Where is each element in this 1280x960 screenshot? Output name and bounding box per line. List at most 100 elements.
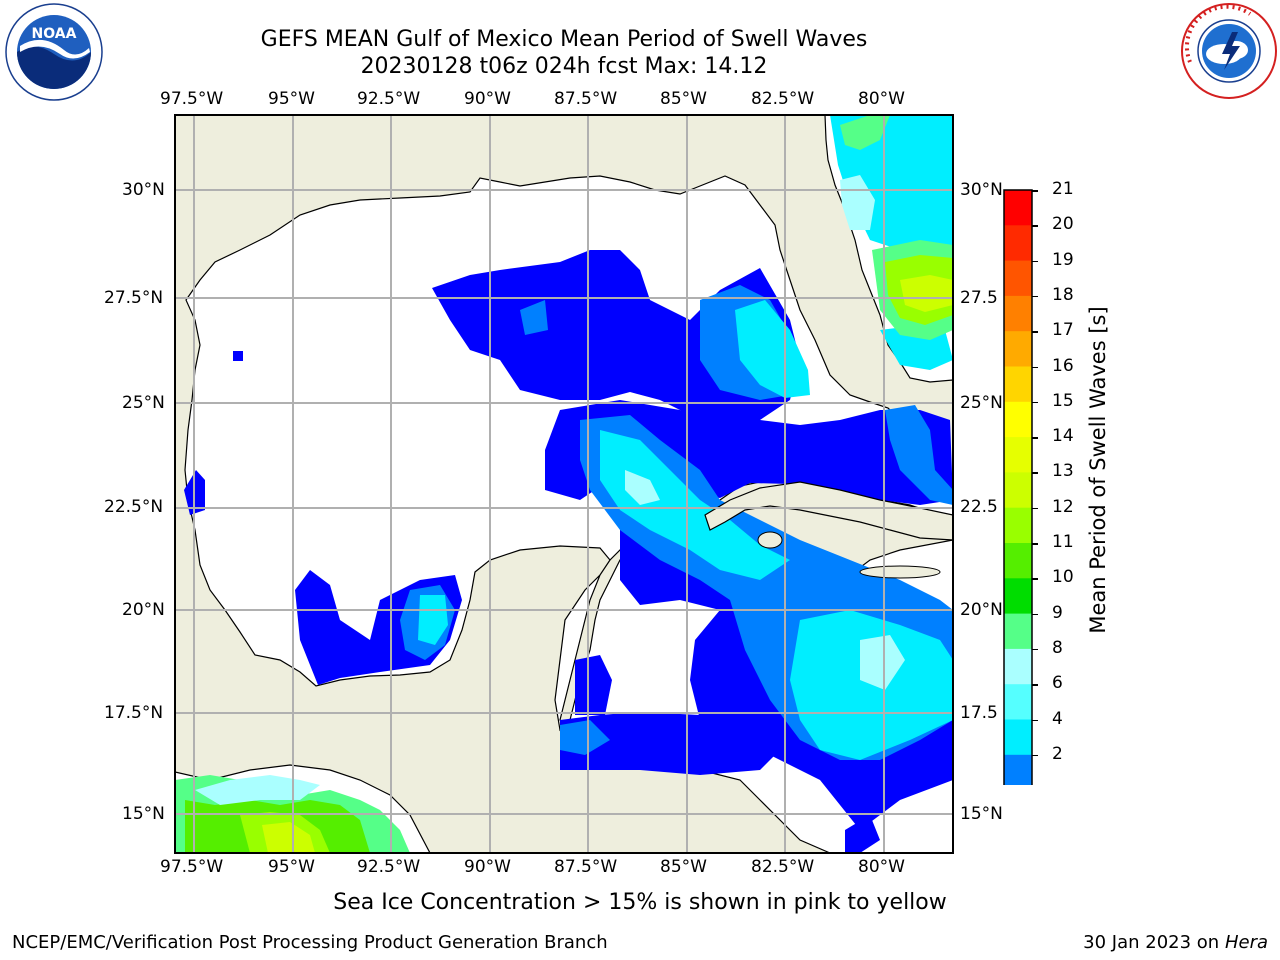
colorbar-tick-mark — [1032, 260, 1038, 263]
lat-label-left: 30°N — [122, 180, 165, 200]
lat-label-left: 27.5°N — [104, 288, 164, 308]
colorbar-tick-label: 12 — [1052, 496, 1074, 517]
lat-label-right: 20°N — [960, 600, 1003, 620]
colorbar-tick-mark — [1032, 684, 1038, 686]
colorbar-tick-mark — [1032, 401, 1038, 404]
lat-label-right: 27.5 — [960, 288, 998, 308]
colorbar-tick-label: 17 — [1052, 320, 1074, 341]
map-grid — [175, 115, 953, 853]
isle-of-youth — [757, 531, 783, 549]
lon-label-bottom: 90°W — [464, 857, 511, 877]
map-frame — [174, 114, 954, 854]
colorbar-tick-mark — [1032, 648, 1038, 651]
colorbar — [1003, 189, 1033, 785]
colorbar-segment — [1004, 190, 1032, 226]
swell-field-6-8s — [418, 115, 953, 760]
colorbar-tick-label: 21 — [1052, 179, 1074, 199]
colorbar-segment — [1004, 331, 1032, 367]
colorbar-tick-mark — [1032, 225, 1038, 227]
colorbar-tick-label: 8 — [1052, 637, 1063, 658]
lon-label-top: 92.5°W — [357, 89, 421, 109]
colorbar-tick-label: 18 — [1052, 284, 1074, 305]
lon-label-top: 90°W — [464, 89, 511, 109]
colorbar-tick-label: 6 — [1052, 673, 1063, 694]
colorbar-tick-mark — [1032, 613, 1038, 616]
lon-label-bottom: 97.5°W — [160, 857, 224, 877]
colorbar-tick-mark — [1032, 366, 1038, 368]
colorbar-segment — [1004, 401, 1032, 438]
colorbar-segment — [1004, 225, 1032, 262]
jamaica-island — [859, 565, 941, 579]
colorbar-segment — [1004, 613, 1032, 650]
footer-host: Hera — [1224, 932, 1268, 953]
colorbar-tick-mark — [1032, 190, 1038, 192]
colorbar-tick-label: 14 — [1052, 426, 1074, 447]
colorbar-tick-mark — [1032, 295, 1038, 298]
colorbar-segment — [1004, 260, 1032, 297]
lat-label-left: 20°N — [122, 600, 165, 620]
lon-label-top: 95°W — [268, 89, 315, 109]
lat-label-right: 25°N — [960, 393, 1003, 413]
colorbar-segment — [1004, 472, 1032, 509]
colorbar-tick-label: 13 — [1052, 461, 1074, 482]
noaa-logo: NOAA — [4, 2, 104, 106]
colorbar-tick-label: 9 — [1052, 602, 1063, 623]
lat-label-left: 22.5°N — [104, 497, 164, 517]
colorbar-segment — [1004, 543, 1032, 579]
colorbar-tick-mark — [1032, 578, 1038, 580]
colorbar-segment — [1004, 719, 1032, 756]
lat-label-right: 30°N — [960, 180, 1003, 200]
footer-date: 30 Jan 2023 on Hera — [1083, 932, 1268, 953]
colorbar-tick-mark — [1032, 331, 1038, 333]
colorbar-tick-label: 4 — [1052, 708, 1063, 729]
colorbar-segment — [1004, 578, 1032, 615]
colorbar-tick-mark — [1032, 543, 1038, 545]
map-title: GEFS MEAN Gulf of Mexico Mean Period of … — [260, 27, 868, 52]
lat-label-right: 15°N — [960, 804, 1003, 824]
lon-label-bottom: 82.5°W — [751, 857, 815, 877]
lon-label-bottom: 92.5°W — [357, 857, 421, 877]
sea-ice-caption: Sea Ice Concentration > 15% is shown in … — [333, 890, 947, 915]
colorbar-tick-label: 20 — [1052, 214, 1074, 235]
lon-label-top: 85°W — [660, 89, 707, 109]
lon-label-top: 87.5°W — [554, 89, 618, 109]
colorbar-segment — [1004, 684, 1032, 720]
colorbar-tick-label: 10 — [1052, 567, 1074, 588]
lat-label-left: 25°N — [122, 393, 165, 413]
colorbar-tick-mark — [1032, 437, 1038, 439]
svg-text:NOAA: NOAA — [32, 26, 77, 42]
nws-logo — [1180, 2, 1278, 104]
colorbar-segment — [1004, 295, 1032, 332]
colorbar-frame — [1003, 189, 1033, 785]
lat-label-left: 17.5°N — [104, 703, 164, 723]
colorbar-segment — [1004, 366, 1032, 403]
colorbar-tick-mark — [1032, 719, 1038, 721]
lon-label-bottom: 87.5°W — [554, 857, 618, 877]
lon-label-bottom: 85°W — [660, 857, 707, 877]
lon-label-top: 80°W — [858, 89, 905, 109]
lat-label-right: 17.5 — [960, 703, 998, 723]
colorbar-segment — [1004, 648, 1032, 685]
lon-label-bottom: 95°W — [268, 857, 315, 877]
cuba-island — [704, 481, 953, 541]
colorbar-tick-label: 2 — [1052, 743, 1063, 764]
colorbar-tick-mark — [1032, 754, 1038, 757]
lon-label-top: 97.5°W — [160, 89, 224, 109]
colorbar-tick-label: 15 — [1052, 390, 1074, 411]
footer-date-text: 30 Jan 2023 on — [1083, 932, 1225, 953]
colorbar-segment — [1004, 437, 1032, 473]
colorbar-tick-mark — [1032, 507, 1038, 510]
map-subtitle: 20230128 t06z 024h fcst Max: 14.12 — [360, 54, 768, 79]
lat-label-left: 15°N — [122, 804, 165, 824]
colorbar-segment — [1004, 754, 1032, 785]
lat-label-right: 22.5 — [960, 497, 998, 517]
colorbar-segment — [1004, 507, 1032, 544]
lon-label-top: 82.5°W — [751, 89, 815, 109]
colorbar-tick-label: 11 — [1052, 532, 1074, 552]
colorbar-tick-label: 19 — [1052, 249, 1074, 270]
colorbar-tick-mark — [1032, 472, 1038, 474]
colorbar-tick-label: 16 — [1052, 355, 1074, 376]
footer-credit: NCEP/EMC/Verification Post Processing Pr… — [12, 932, 608, 953]
lon-label-bottom: 80°W — [858, 857, 905, 877]
